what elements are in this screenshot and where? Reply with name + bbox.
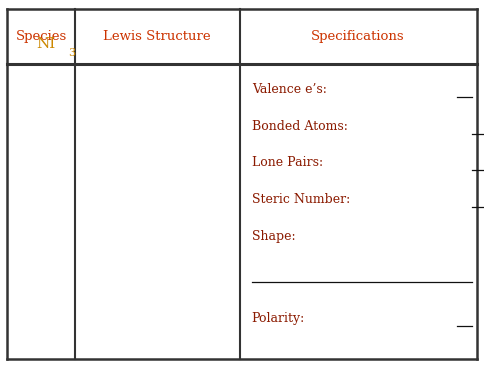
Text: NI: NI: [36, 37, 56, 51]
Text: Valence e’s:: Valence e’s:: [252, 83, 327, 96]
Text: Steric Number:: Steric Number:: [252, 193, 350, 206]
Text: Polarity:: Polarity:: [252, 312, 305, 325]
Text: Lone Pairs:: Lone Pairs:: [252, 156, 323, 169]
Text: Specifications: Specifications: [311, 30, 405, 43]
Text: Bonded Atoms:: Bonded Atoms:: [252, 120, 348, 133]
Text: 3: 3: [68, 48, 75, 58]
Text: Species: Species: [15, 30, 67, 43]
Text: Shape:: Shape:: [252, 229, 295, 243]
Text: Lewis Structure: Lewis Structure: [104, 30, 211, 43]
